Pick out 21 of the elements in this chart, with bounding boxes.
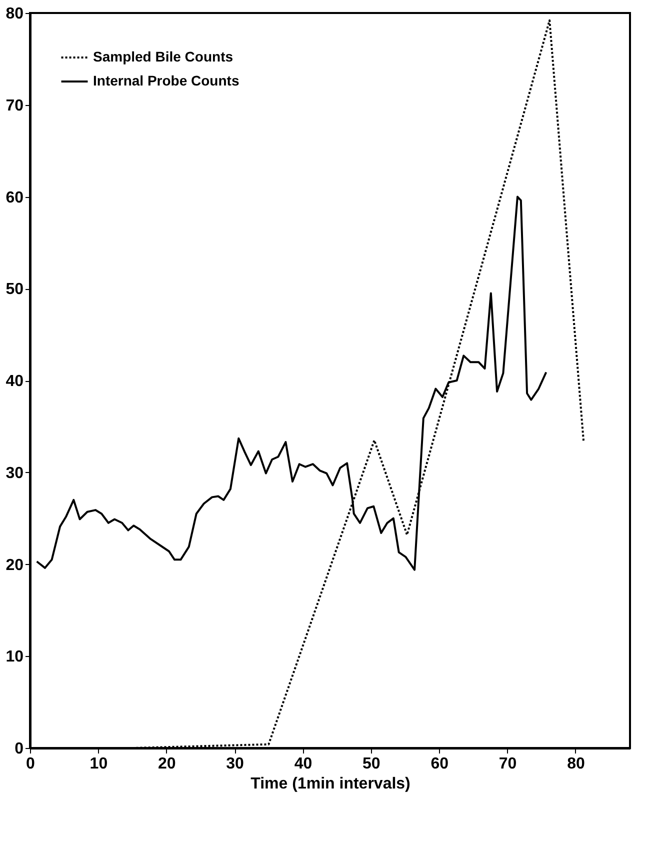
y-tick-label: 20 [6,556,24,574]
x-tick-label: 40 [294,756,312,772]
x-tick-label: 70 [498,756,517,772]
legend-label: Internal Probe Counts [93,72,240,88]
y-tick-label: 30 [6,464,24,482]
y-tick-label: 10 [6,648,24,666]
x-tick-label: 30 [226,756,244,772]
y-tick-label: 80 [6,6,24,22]
x-tick-label: 60 [430,756,449,772]
legend-label: Sampled Bile Counts [93,48,234,64]
y-tick-label: 70 [6,97,24,114]
x-tick-label: 20 [158,756,176,772]
y-tick-label: 60 [6,189,24,206]
x-tick-label: 50 [362,756,380,772]
y-tick-label: 40 [6,373,24,390]
x-axis-title: Time (1min intervals) [250,776,410,792]
y-tick-label: 50 [6,281,24,298]
y-tick-label: 0 [14,740,24,758]
x-tick-label: 10 [90,756,108,772]
x-tick-label: 80 [567,756,585,772]
x-tick-label: 0 [26,756,36,772]
